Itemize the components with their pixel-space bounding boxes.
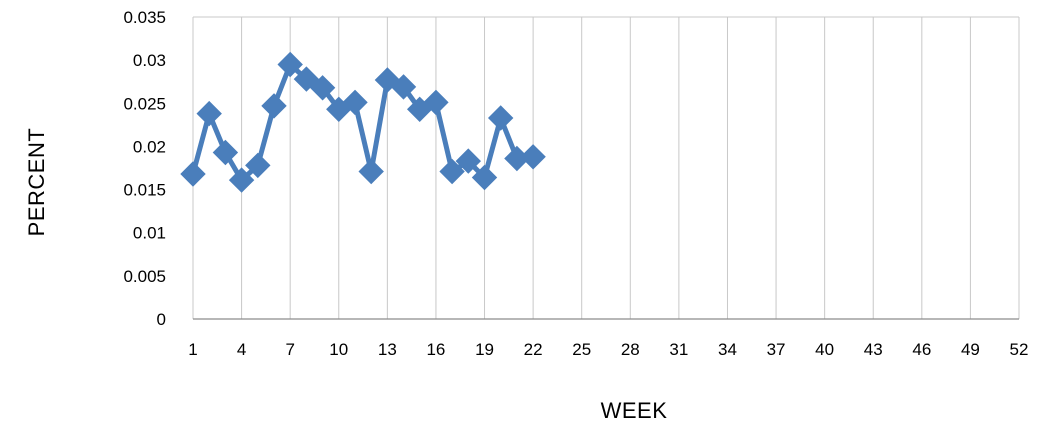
data-point-week-18 xyxy=(455,148,482,174)
y-axis-title: PERCENT xyxy=(24,128,49,237)
data-point-week-6 xyxy=(261,93,287,119)
y-tick-label: 0.035 xyxy=(123,8,166,27)
data-point-week-1 xyxy=(180,161,206,187)
series xyxy=(180,51,546,193)
x-tick-label: 22 xyxy=(524,340,543,359)
data-point-week-17 xyxy=(439,158,465,185)
x-tick-label: 37 xyxy=(767,340,786,359)
x-tick-label: 40 xyxy=(815,340,834,359)
data-point-week-16 xyxy=(423,89,449,116)
data-point-week-12 xyxy=(358,158,384,185)
data-point-week-7 xyxy=(277,51,303,78)
x-tick-label: 16 xyxy=(426,340,445,359)
plot-frame xyxy=(193,16,1019,320)
data-point-week-11 xyxy=(342,89,368,116)
y-tick-label: 0.02 xyxy=(133,137,166,156)
data-point-week-4 xyxy=(228,167,255,193)
data-point-week-8 xyxy=(293,66,320,92)
series-line-0 xyxy=(190,62,534,183)
x-tick-label: 25 xyxy=(572,340,591,359)
data-point-week-2 xyxy=(196,100,222,127)
x-tick-label: 10 xyxy=(329,340,348,359)
y-tick-label: 0.03 xyxy=(133,51,166,70)
y-tick-label: 0.015 xyxy=(123,181,166,200)
x-tick-label: 46 xyxy=(912,340,931,359)
data-point-week-5 xyxy=(245,152,271,179)
data-point-week-22 xyxy=(520,144,546,170)
x-tick-label: 1 xyxy=(188,340,197,359)
x-tick-label: 34 xyxy=(718,340,737,359)
x-tick-labels: 1 4 7 10 13 16 19 22 25 28 31 34 37 40 43 46 49 52 xyxy=(188,340,1028,359)
y-tick-label: 0.005 xyxy=(123,267,166,286)
y-tick-labels: 0 0.005 0.01 0.015 0.02 0.025 0.03 0.035 xyxy=(123,8,166,329)
x-tick-label: 13 xyxy=(378,340,397,359)
x-tick-label: 31 xyxy=(669,340,688,359)
grid-lines xyxy=(192,17,1020,319)
data-point-week-3 xyxy=(212,139,239,166)
y-tick-label: 0 xyxy=(157,310,166,329)
x-tick-label: 52 xyxy=(1010,340,1029,359)
x-tick-label: 19 xyxy=(475,340,494,359)
data-point-week-20 xyxy=(487,105,514,131)
y-tick-label: 0.01 xyxy=(133,224,166,243)
data-point-week-14 xyxy=(390,74,417,100)
x-tick-label: 43 xyxy=(864,340,883,359)
data-point-week-19 xyxy=(471,164,498,191)
x-tick-label: 7 xyxy=(285,340,294,359)
y-tick-label: 0.025 xyxy=(123,94,166,113)
x-tick-label: 4 xyxy=(237,340,246,359)
x-tick-label: 49 xyxy=(961,340,980,359)
data-point-week-9 xyxy=(309,75,336,101)
x-axis-title: WEEK xyxy=(601,398,668,423)
x-tick-label: 28 xyxy=(621,340,640,359)
